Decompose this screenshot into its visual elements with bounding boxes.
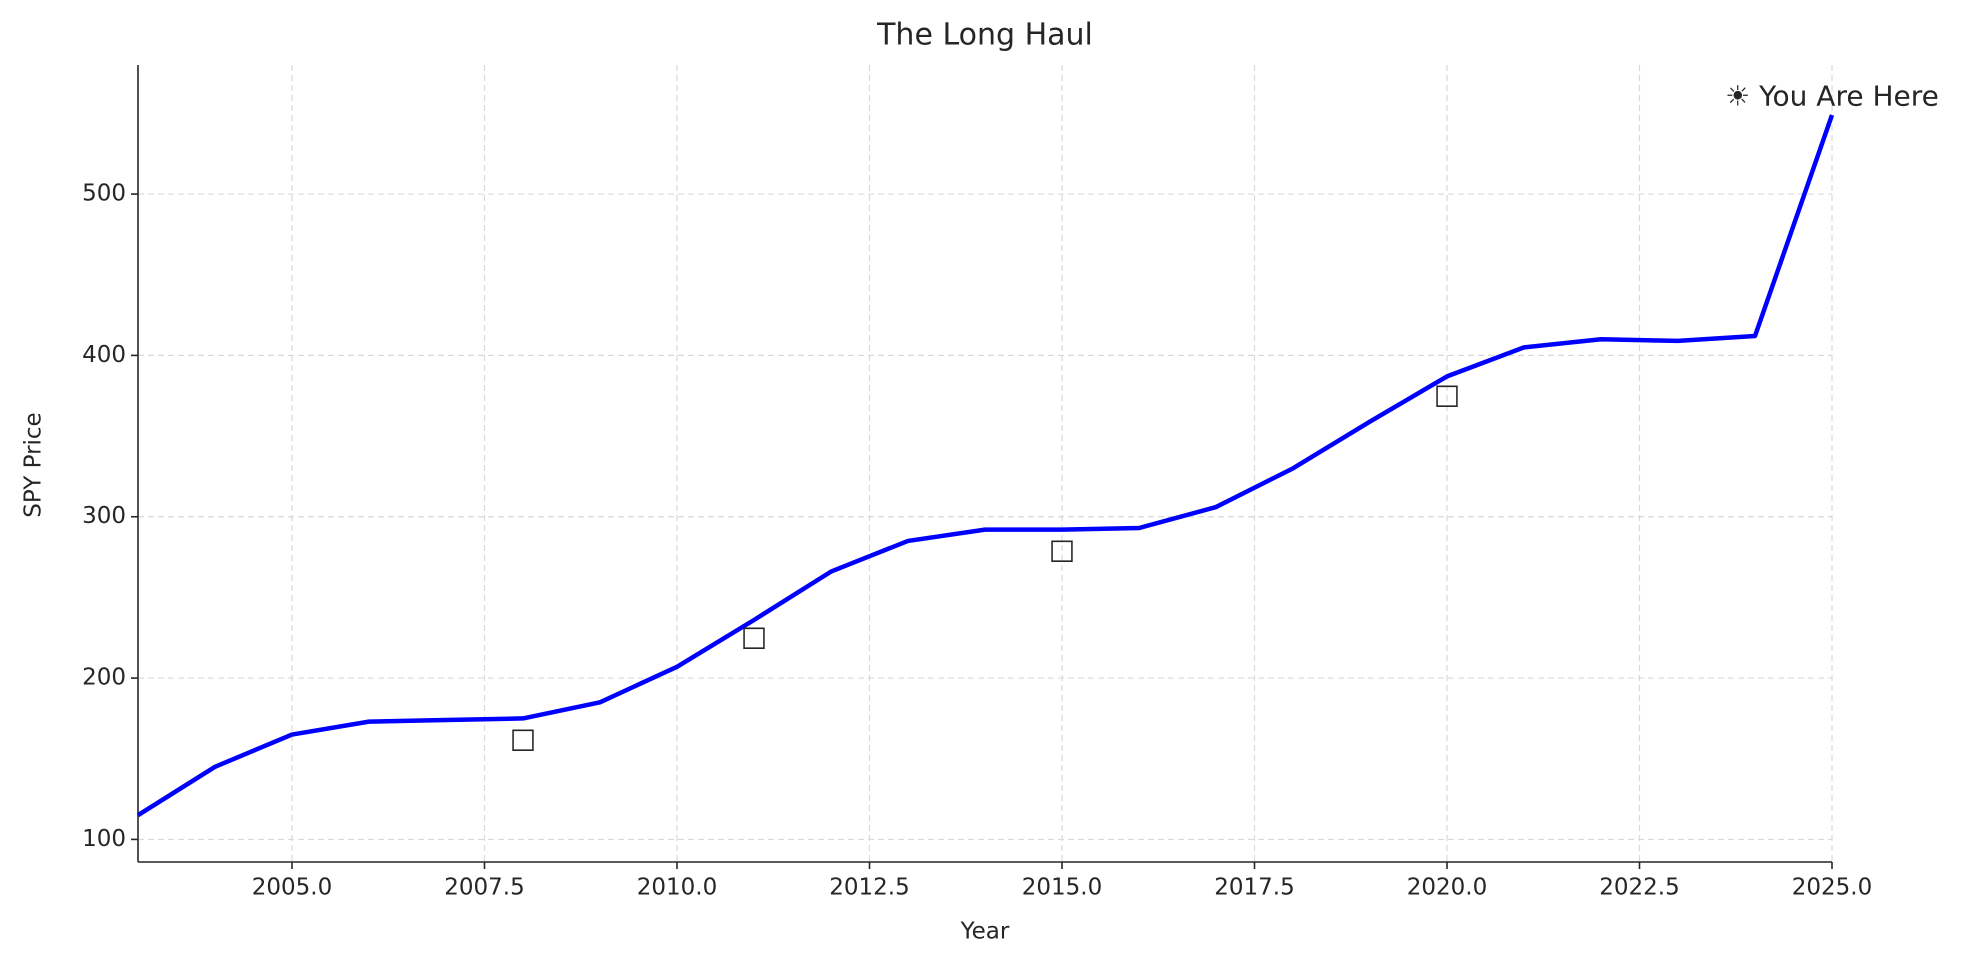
x-tick-label: 2005.0 (252, 875, 332, 901)
price-line (136, 114, 1835, 818)
annotation: □ (1434, 378, 1460, 411)
x-tick-label: 2025.0 (1792, 875, 1872, 901)
x-axis-label: Year (960, 919, 1010, 945)
y-tick-label: 200 (82, 665, 126, 691)
annotation: ☀ You Are Here (1725, 79, 1939, 112)
x-tick-label: 2012.5 (829, 875, 909, 901)
annotation: □ (510, 721, 536, 754)
y-tick-label: 300 (82, 503, 126, 529)
annotation: □ (1049, 533, 1075, 566)
x-tick-label: 2020.0 (1407, 875, 1487, 901)
x-tick-label: 2015.0 (1022, 875, 1102, 901)
y-tick-label: 100 (82, 826, 126, 852)
y-tick-label: 400 (82, 342, 126, 368)
y-tick-label: 500 (82, 181, 126, 207)
annotation: □ (741, 620, 767, 653)
chart-title: The Long Haul (876, 18, 1093, 53)
x-tick-label: 2007.5 (444, 875, 524, 901)
x-tick-label: 2022.5 (1599, 875, 1679, 901)
x-tick-label: 2017.5 (1214, 875, 1294, 901)
x-tick-label: 2010.0 (637, 875, 717, 901)
y-axis-label: SPY Price (21, 412, 47, 517)
